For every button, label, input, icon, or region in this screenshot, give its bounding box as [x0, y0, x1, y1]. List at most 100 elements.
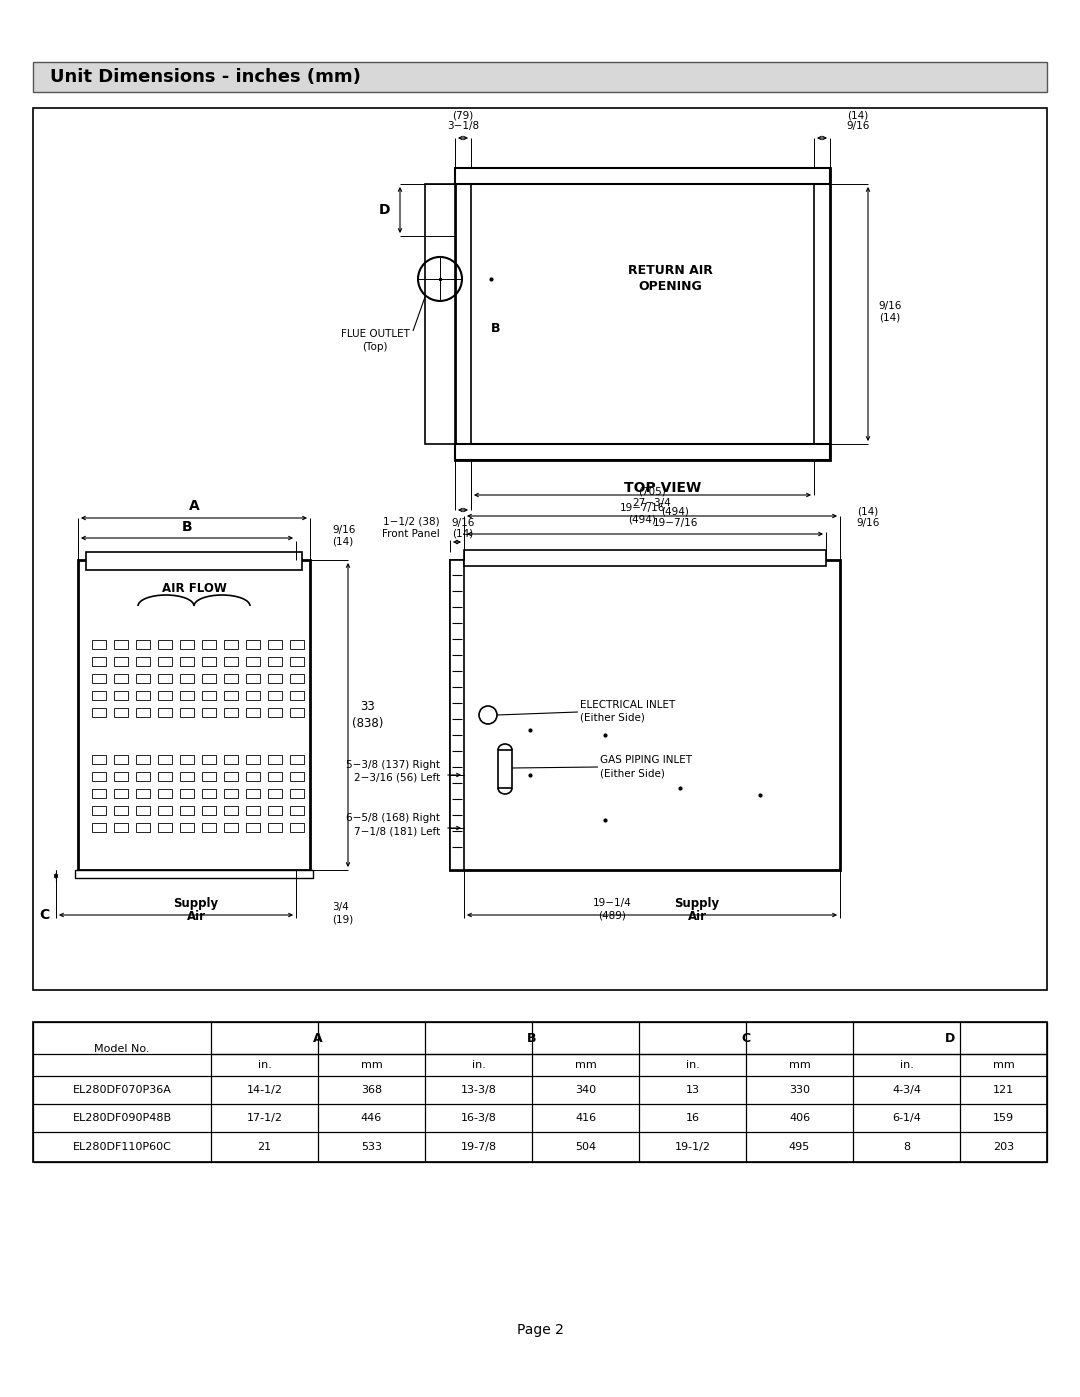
Text: 416: 416 — [575, 1113, 596, 1123]
Bar — [246, 806, 260, 814]
Text: (494): (494) — [661, 507, 689, 517]
Text: (19): (19) — [332, 914, 353, 923]
Bar — [246, 754, 260, 764]
Text: 13-3/8: 13-3/8 — [460, 1085, 497, 1095]
Bar — [158, 789, 172, 798]
Bar — [202, 640, 216, 650]
Bar — [92, 640, 106, 650]
Bar — [158, 657, 172, 666]
Text: 16: 16 — [686, 1113, 700, 1123]
Bar — [136, 708, 150, 717]
Bar — [114, 773, 129, 781]
Text: Model No.: Model No. — [94, 1044, 150, 1053]
Bar — [158, 823, 172, 833]
Text: 19−7/16: 19−7/16 — [652, 518, 698, 528]
Text: (14): (14) — [879, 313, 901, 323]
Bar — [450, 560, 464, 870]
Bar — [426, 184, 455, 444]
Bar — [114, 640, 129, 650]
Text: mm: mm — [993, 1060, 1014, 1070]
Text: 2−3/16 (56) Left: 2−3/16 (56) Left — [354, 773, 440, 782]
Bar — [158, 640, 172, 650]
Bar — [268, 692, 282, 700]
Text: 406: 406 — [788, 1113, 810, 1123]
Bar — [498, 750, 512, 788]
Bar — [224, 789, 238, 798]
Bar — [291, 708, 303, 717]
Text: TOP VIEW: TOP VIEW — [624, 481, 701, 495]
Bar — [291, 806, 303, 814]
Bar — [180, 789, 194, 798]
Text: (489): (489) — [598, 911, 626, 921]
Bar — [92, 692, 106, 700]
Bar — [268, 754, 282, 764]
Text: 203: 203 — [993, 1141, 1014, 1153]
Text: 121: 121 — [993, 1085, 1014, 1095]
Text: mm: mm — [361, 1060, 382, 1070]
Text: in.: in. — [257, 1060, 271, 1070]
Bar — [224, 673, 238, 683]
Bar — [92, 823, 106, 833]
Bar — [268, 708, 282, 717]
Text: 340: 340 — [575, 1085, 596, 1095]
Bar — [224, 806, 238, 814]
Bar — [202, 754, 216, 764]
Text: (14): (14) — [332, 536, 353, 548]
Text: C: C — [39, 908, 49, 922]
Text: 17-1/2: 17-1/2 — [246, 1113, 283, 1123]
Text: 504: 504 — [575, 1141, 596, 1153]
Bar — [291, 823, 303, 833]
Bar — [180, 806, 194, 814]
Bar — [202, 773, 216, 781]
Bar — [246, 657, 260, 666]
Bar — [114, 806, 129, 814]
Bar — [455, 444, 831, 460]
Text: 1−1/2 (38): 1−1/2 (38) — [383, 517, 440, 527]
Bar — [180, 673, 194, 683]
Bar — [291, 640, 303, 650]
Text: 19−7/16: 19−7/16 — [620, 503, 665, 513]
Bar — [202, 708, 216, 717]
Text: 21: 21 — [257, 1141, 271, 1153]
Text: D: D — [945, 1031, 955, 1045]
Bar — [158, 806, 172, 814]
Text: B: B — [491, 323, 501, 335]
Text: 495: 495 — [788, 1141, 810, 1153]
Bar — [202, 657, 216, 666]
Bar — [92, 708, 106, 717]
Bar — [224, 708, 238, 717]
Bar — [114, 754, 129, 764]
Text: 19−1/4: 19−1/4 — [593, 898, 632, 908]
Text: 9/16: 9/16 — [856, 518, 880, 528]
Bar — [158, 673, 172, 683]
Bar — [180, 692, 194, 700]
Bar — [158, 692, 172, 700]
Bar — [114, 673, 129, 683]
Text: 14-1/2: 14-1/2 — [246, 1085, 283, 1095]
Bar — [246, 708, 260, 717]
Text: B: B — [181, 520, 192, 534]
Text: Front Panel: Front Panel — [382, 529, 440, 539]
Text: 159: 159 — [993, 1113, 1014, 1123]
Bar — [114, 692, 129, 700]
Bar — [202, 823, 216, 833]
Text: C: C — [742, 1031, 751, 1045]
Bar — [224, 773, 238, 781]
Text: (Either Side): (Either Side) — [580, 712, 645, 724]
Text: 533: 533 — [361, 1141, 382, 1153]
Text: EL280DF110P60C: EL280DF110P60C — [72, 1141, 172, 1153]
Bar — [291, 773, 303, 781]
Text: 6−5/8 (168) Right: 6−5/8 (168) Right — [346, 813, 440, 823]
Bar — [180, 657, 194, 666]
Bar — [224, 640, 238, 650]
Text: (705): (705) — [638, 488, 666, 497]
Text: Air: Air — [187, 911, 205, 923]
Bar — [158, 754, 172, 764]
Bar — [158, 708, 172, 717]
Text: (79): (79) — [453, 110, 474, 120]
Bar — [291, 789, 303, 798]
Bar — [268, 806, 282, 814]
Bar — [136, 657, 150, 666]
Text: (Top): (Top) — [362, 342, 388, 352]
Bar — [455, 168, 831, 460]
